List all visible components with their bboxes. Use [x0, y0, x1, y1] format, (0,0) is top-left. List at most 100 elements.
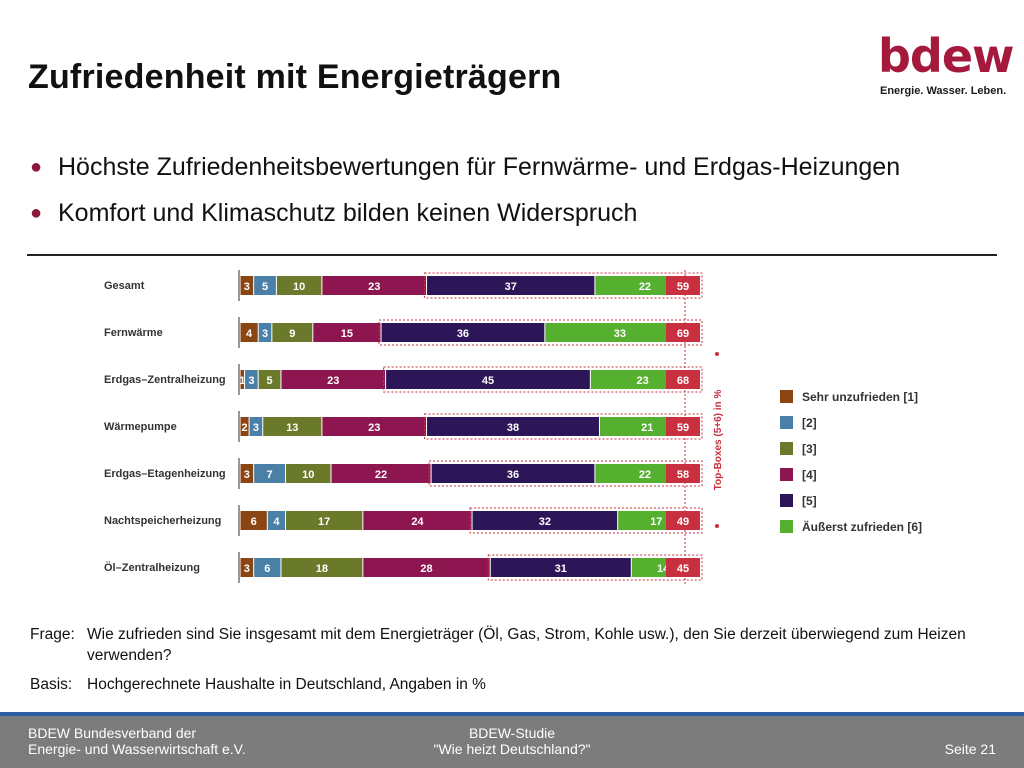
bar-value-label: 9	[289, 328, 295, 340]
bar-segment	[240, 464, 254, 483]
bar-value-label: 36	[507, 469, 519, 481]
bar-segment	[240, 276, 254, 295]
topbox-value-bar	[666, 323, 700, 342]
slide-footer: BDEW Bundesverband der Energie- und Wass…	[0, 712, 1024, 768]
chart-svg: Top-Boxes (5+6) in %Gesamt 3 5 10 23 37 22 59Fe…	[104, 270, 922, 585]
bar-segment	[240, 370, 245, 389]
topbox-axis-label: Top-Boxes (5+6) in %	[713, 390, 724, 491]
category-label: Fernwärme	[104, 327, 163, 339]
category-label: Öl–Zentralheizung	[104, 561, 200, 574]
bullet-dot-icon: ●	[30, 156, 43, 178]
bar-segment	[263, 417, 322, 436]
bar-value-label: 3	[244, 281, 250, 293]
bar-segment	[363, 511, 472, 530]
topbox-value-label: 59	[677, 281, 689, 293]
category-label: Erdgas–Zentralheizung	[104, 374, 226, 386]
footer-organization: BDEW Bundesverband der Energie- und Wass…	[28, 725, 246, 757]
bar-value-label: 31	[555, 563, 567, 575]
satisfaction-chart: Top-Boxes (5+6) in % Gesamt 3 5 10 23 37 22 59 Fe…	[100, 270, 950, 610]
bar-segment	[281, 370, 386, 389]
footer-org-line2: Energie- und Wasserwirtschaft e.V.	[28, 741, 246, 757]
bar-value-label: 15	[341, 328, 353, 340]
topbox-value-bar	[666, 417, 700, 436]
bar-value-label: 1	[239, 375, 245, 387]
bar-segment	[258, 323, 272, 342]
bar-value-label: 23	[368, 422, 380, 434]
topbox-highlight-frame	[424, 413, 703, 440]
bar-segment	[276, 276, 322, 295]
bar-value-label: 7	[267, 469, 273, 481]
bar-segment	[240, 417, 249, 436]
bar-segment	[545, 323, 695, 342]
bar-value-label: 3	[253, 422, 259, 434]
bar-segment	[381, 323, 545, 342]
topbox-value-bar	[666, 276, 700, 295]
bar-value-label: 4	[246, 328, 253, 340]
bullet-dot-icon: ●	[30, 202, 43, 224]
bar-segment	[254, 464, 285, 483]
topbox-value-bar	[666, 511, 700, 530]
bar-value-label: 32	[539, 516, 551, 528]
footer-study: BDEW-Studie "Wie heizt Deutschland?"	[0, 725, 1024, 757]
legend-swatch	[780, 494, 793, 507]
bar-value-label: 37	[505, 281, 517, 293]
bar-value-label: 5	[267, 375, 273, 387]
bar-value-label: 10	[293, 281, 305, 293]
bar-segment	[267, 511, 285, 530]
note-frage-label: Frage:	[30, 626, 75, 643]
category-label: Erdgas–Etagenheizung	[104, 468, 226, 480]
bar-value-label: 22	[639, 469, 651, 481]
slide-title: Zufriedenheit mit Energieträgern	[28, 58, 562, 96]
bar-value-label: 6	[251, 516, 257, 528]
bullet-list: ● Höchste Zufriedenheitsbewertungen für …	[30, 152, 900, 244]
slide-header: Zufriedenheit mit Energieträgern bdew En…	[0, 0, 1024, 128]
bar-segment	[472, 511, 618, 530]
bar-segment	[286, 511, 363, 530]
topbox-highlight-frame	[469, 507, 703, 534]
category-label: Wärmepumpe	[104, 421, 177, 433]
bar-value-label: 2	[241, 422, 247, 434]
bar-segment	[249, 417, 263, 436]
bar-value-label: 3	[244, 563, 250, 575]
bar-segment	[427, 417, 599, 436]
note-basis-text: Hochgerechnete Haushalte in Deutschland,…	[87, 676, 486, 693]
bar-segment	[322, 276, 427, 295]
topbox-value-label: 69	[677, 328, 689, 340]
bar-segment	[245, 370, 258, 389]
bar-segment	[331, 464, 431, 483]
bar-value-label: 45	[482, 375, 494, 387]
bar-segment	[272, 323, 313, 342]
bdew-logo: bdew Energie. Wasser. Leben.	[876, 30, 1015, 100]
bar-value-label: 28	[420, 563, 432, 575]
logo-tagline: Energie. Wasser. Leben.	[880, 85, 1007, 97]
bar-segment	[313, 323, 381, 342]
note-frage: Frage: Wie zufrieden sind Sie insgesamt …	[30, 624, 967, 666]
bar-value-label: 23	[368, 281, 380, 293]
bar-value-label: 4	[273, 516, 280, 528]
legend-swatch	[780, 416, 793, 429]
bar-value-label: 22	[639, 281, 651, 293]
bar-value-label: 17	[650, 516, 662, 528]
note-basis: Basis: Hochgerechnete Haushalte in Deuts…	[30, 674, 967, 695]
bar-segment	[386, 370, 590, 389]
note-frage-text: Wie zufrieden sind Sie insgesamt mit dem…	[87, 626, 966, 664]
legend-swatch	[780, 390, 793, 403]
topbox-highlight-frame	[487, 554, 703, 581]
category-label: Nachtspeicherheizung	[104, 515, 221, 527]
bar-value-label: 23	[637, 375, 649, 387]
slide-content: ● Höchste Zufriedenheitsbewertungen für …	[0, 128, 1024, 712]
bullet-text: Höchste Zufriedenheitsbewertungen für Fe…	[58, 153, 901, 181]
topbox-value-label: 58	[677, 469, 689, 481]
bar-value-label: 38	[507, 422, 519, 434]
bar-segment	[254, 276, 276, 295]
footer-study-line1: BDEW-Studie	[468, 725, 556, 741]
topbox-value-bar	[666, 558, 700, 577]
bar-value-label: 33	[614, 328, 626, 340]
topbox-highlight-frame	[424, 272, 703, 299]
bar-value-label: 21	[641, 422, 653, 434]
bar-value-label: 23	[327, 375, 339, 387]
legend-swatch	[780, 442, 793, 455]
bar-value-label: 3	[248, 375, 254, 387]
bar-value-label: 17	[318, 516, 330, 528]
bar-segment	[322, 417, 427, 436]
